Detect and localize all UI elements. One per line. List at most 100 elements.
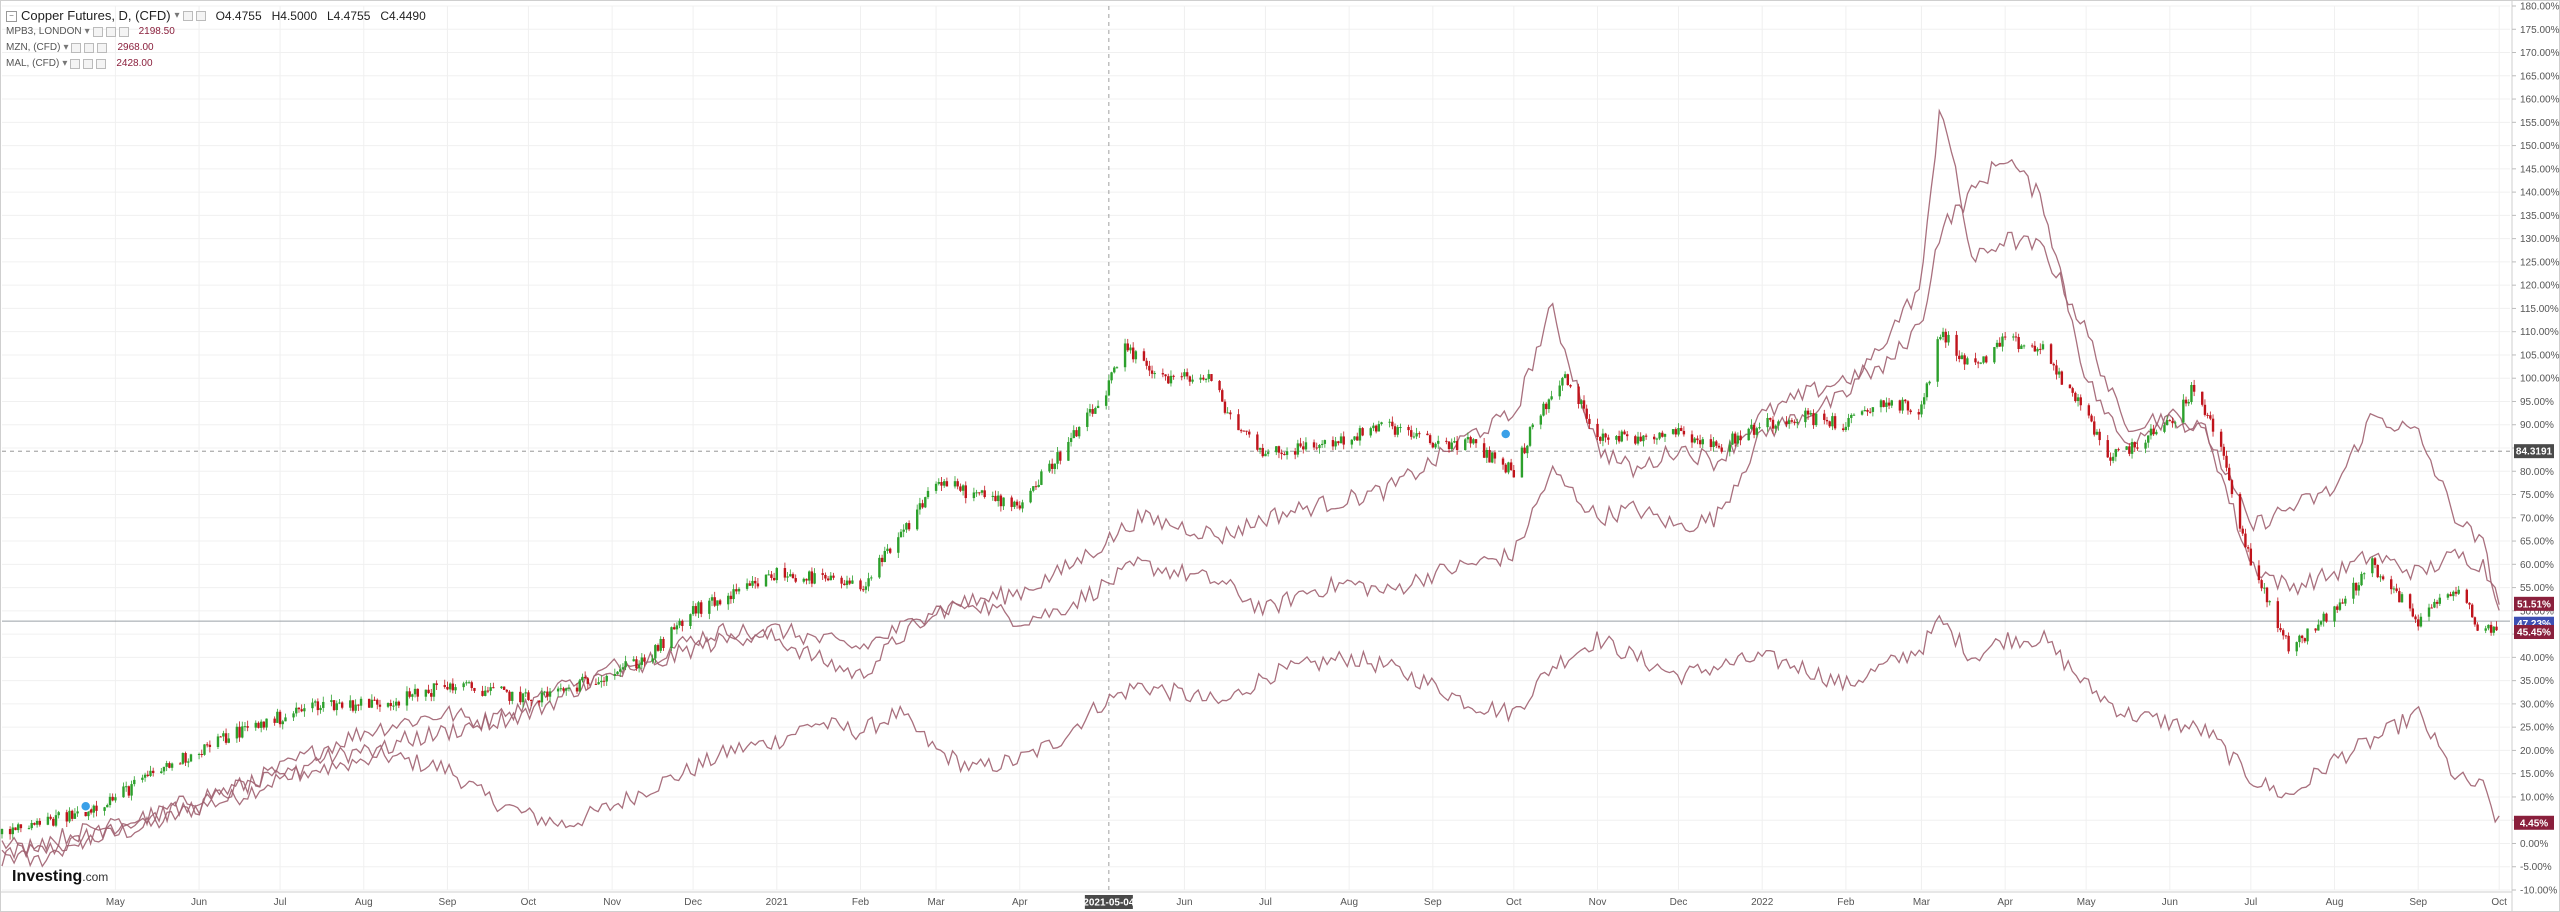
candle-body: [810, 571, 814, 584]
x-crosshair-label: 2021-05-04: [1083, 898, 1135, 909]
investing-logo[interactable]: Investing.com: [12, 868, 108, 886]
candle-body: [1790, 420, 1794, 422]
candle-body: [2338, 602, 2342, 610]
eye-icon[interactable]: [71, 43, 82, 53]
candle-body: [2449, 594, 2452, 597]
candle-body: [389, 702, 392, 707]
candle-body: [808, 571, 811, 581]
candle-body: [1315, 447, 1318, 449]
y-tick-label: 120.00%: [2520, 281, 2560, 292]
candle-body: [691, 606, 695, 615]
settings-icon[interactable]: [105, 27, 116, 37]
candle-body: [1412, 436, 1416, 438]
candle-body: [89, 809, 93, 813]
candle-body: [716, 600, 719, 606]
candle-body: [2152, 428, 2155, 435]
chevron-down-icon[interactable]: ▾: [174, 10, 180, 21]
candle-body: [2363, 573, 2366, 575]
candle-body: [978, 492, 981, 494]
candle-body: [897, 537, 900, 553]
candle-body: [335, 703, 338, 711]
candle-body: [1693, 438, 1696, 443]
candle-body: [54, 815, 58, 826]
close-icon[interactable]: [118, 27, 129, 37]
candle-body: [2476, 624, 2479, 631]
chevron-down-icon[interactable]: ▾: [63, 42, 69, 53]
candle-body: [1812, 413, 1815, 426]
close-icon[interactable]: [195, 11, 206, 21]
event-marker[interactable]: [1499, 428, 1512, 440]
candle-body: [1164, 374, 1167, 377]
candle-body: [2484, 628, 2487, 631]
candle-body: [1655, 438, 1659, 440]
x-tick-label: Sep: [1424, 897, 1442, 908]
candle-body: [1642, 435, 1645, 442]
y-tick-label: 100.00%: [2520, 374, 2560, 385]
candle-body: [559, 688, 563, 690]
candle-body: [1671, 429, 1675, 434]
candle-body: [1050, 463, 1054, 469]
candle-body: [1167, 376, 1170, 384]
candle-body: [1922, 397, 1926, 405]
candle-body: [840, 577, 843, 584]
candle-body: [824, 574, 827, 579]
candle-body: [821, 573, 824, 575]
event-marker[interactable]: [79, 800, 92, 813]
chevron-down-icon[interactable]: ▾: [62, 58, 68, 69]
candle-body: [635, 659, 638, 669]
candle-body: [1728, 444, 1731, 452]
candle-body: [1831, 416, 1834, 427]
x-tick-label: May: [2077, 897, 2096, 908]
eye-icon[interactable]: [70, 59, 81, 69]
candle-body: [956, 481, 959, 487]
candle-body: [2495, 626, 2498, 631]
x-tick-label: Aug: [2326, 897, 2344, 908]
candle-body: [1588, 418, 1591, 424]
candle-body: [2228, 467, 2231, 481]
candle-body: [2203, 404, 2207, 415]
candle-body: [1358, 428, 1362, 441]
candle-body: [197, 753, 201, 755]
x-tick-label: Oct: [2491, 897, 2507, 908]
candle-body: [276, 711, 279, 723]
candle-body: [1445, 440, 1448, 442]
candle-body: [670, 627, 673, 649]
collapse-icon[interactable]: −: [6, 10, 17, 22]
candle-body: [878, 557, 881, 578]
candle-body: [2095, 431, 2099, 435]
candle-body: [2036, 348, 2039, 352]
candle-body: [1814, 413, 1818, 426]
candle-body: [451, 683, 455, 691]
candle-body: [1493, 452, 1497, 459]
candle-body: [708, 600, 711, 614]
candle-body: [2238, 494, 2242, 529]
candle-body: [38, 820, 41, 825]
candle-body: [127, 786, 131, 796]
settings-icon[interactable]: [84, 43, 95, 53]
candle-body: [322, 701, 325, 708]
candle-body: [1331, 440, 1335, 447]
close-icon[interactable]: [97, 43, 108, 53]
candle-body: [1372, 425, 1375, 429]
settings-icon[interactable]: [182, 11, 193, 21]
candle-body: [918, 503, 922, 510]
chevron-down-icon[interactable]: ▾: [84, 26, 90, 37]
eye-icon[interactable]: [92, 27, 103, 37]
candle-body: [68, 810, 71, 822]
candle-body: [902, 529, 905, 532]
candle-body: [1207, 374, 1210, 379]
x-tick-label: 2021: [766, 897, 789, 908]
y-tick-label: 155.00%: [2520, 118, 2560, 129]
candle-body: [238, 726, 241, 738]
candle-body: [181, 753, 185, 764]
candle-body: [1226, 412, 1229, 414]
candle-body: [907, 523, 911, 530]
candle-body: [1577, 386, 1580, 405]
y-tick-label: 140.00%: [2520, 188, 2560, 199]
candle-body: [465, 682, 468, 684]
y-tick-label: 135.00%: [2520, 211, 2560, 222]
candle-body: [1863, 410, 1866, 412]
close-icon[interactable]: [96, 59, 107, 69]
settings-icon[interactable]: [83, 59, 94, 69]
